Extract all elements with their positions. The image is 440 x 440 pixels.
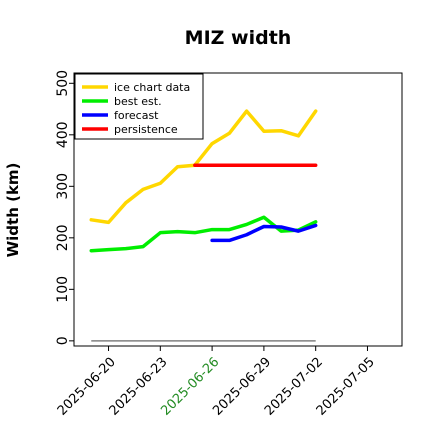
legend-label-persistence: persistence [114,123,178,136]
legend-label-forecast: forecast [114,109,159,122]
chart-title: MIZ width [185,27,292,49]
series-line-ice-chart-data [89,109,318,225]
y-tick-label: 200 [55,224,71,251]
y-axis-label: Width (km) [4,163,22,258]
x-axis-ticks: 2025-06-202025-06-232025-06-262025-06-29… [55,346,378,419]
series-lines [89,109,318,342]
legend-label-ice-chart-data: ice chart data [114,81,190,94]
y-tick-label: 500 [55,70,71,97]
y-tick-label: 300 [55,173,71,200]
y-tick-label: 400 [55,121,71,148]
legend-label-best-est: best est. [114,95,162,108]
series-line-forecast [210,223,318,243]
y-tick-label: 0 [55,336,71,345]
series-line-best-est [89,215,318,253]
y-axis-ticks: 0 100 200 300 400 500 [55,70,74,345]
y-tick-label: 100 [55,276,71,303]
